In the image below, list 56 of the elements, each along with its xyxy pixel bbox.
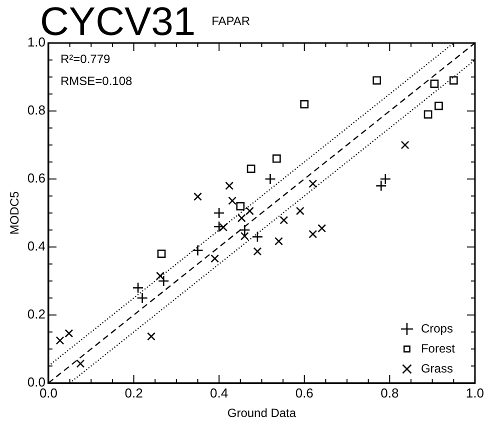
x-tick-label: 0.6 [295, 385, 314, 400]
point [147, 332, 156, 341]
x-tick-label: 0.2 [124, 385, 143, 400]
point [375, 180, 387, 192]
point [192, 244, 204, 256]
y-axis-title: MODC5 [8, 191, 22, 235]
x-tick-label: 1.0 [466, 385, 484, 400]
point [372, 76, 382, 85]
point [272, 154, 281, 163]
annotation: RMSE=0.108 [60, 74, 133, 88]
point [264, 173, 276, 185]
point [246, 206, 254, 216]
point [296, 206, 304, 216]
y-tick-label: 0.2 [27, 306, 46, 322]
point [253, 247, 262, 256]
point [210, 254, 219, 263]
point [213, 207, 225, 219]
point [237, 214, 246, 222]
point [136, 292, 148, 304]
x-tick-label: 0.8 [380, 385, 399, 400]
point [157, 250, 166, 258]
point [246, 164, 256, 173]
legend-label: Forest [420, 341, 456, 356]
chart-subtitle: FAPAR [212, 14, 250, 28]
point [76, 359, 85, 368]
point [213, 220, 225, 232]
point [318, 224, 326, 232]
point [56, 336, 64, 345]
x-tick-label: 0.4 [210, 385, 228, 400]
annotation: R²=0.779 [60, 52, 110, 66]
point [308, 230, 318, 238]
legend-label: Crops [420, 321, 453, 336]
point [424, 110, 432, 119]
point [449, 76, 458, 85]
point [280, 216, 288, 224]
point [132, 282, 144, 294]
point [434, 102, 443, 110]
point [64, 329, 74, 338]
point [400, 140, 410, 150]
y-tick-label: 0.6 [27, 170, 46, 186]
point [194, 192, 202, 201]
point [228, 196, 236, 205]
legend-label: Grass [420, 361, 453, 376]
point [430, 80, 439, 88]
point [300, 100, 309, 108]
point [252, 231, 264, 242]
x-axis-title: Ground Data [227, 406, 296, 420]
y-tick-label: 1.0 [27, 34, 46, 50]
point [225, 182, 234, 190]
point [158, 275, 170, 287]
y-tick-label: 0.4 [27, 238, 46, 254]
point [236, 202, 245, 210]
point [380, 173, 392, 185]
point [274, 237, 283, 246]
y-tick-label: 0.8 [27, 102, 46, 118]
point [308, 180, 318, 188]
